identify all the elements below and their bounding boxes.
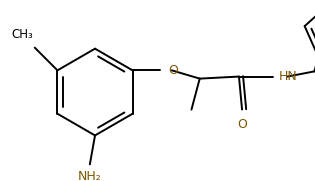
Text: CH₃: CH₃ [11, 28, 33, 41]
Text: O: O [237, 118, 247, 131]
Text: HN: HN [279, 70, 298, 83]
Text: O: O [169, 64, 179, 77]
Text: NH₂: NH₂ [78, 170, 102, 181]
